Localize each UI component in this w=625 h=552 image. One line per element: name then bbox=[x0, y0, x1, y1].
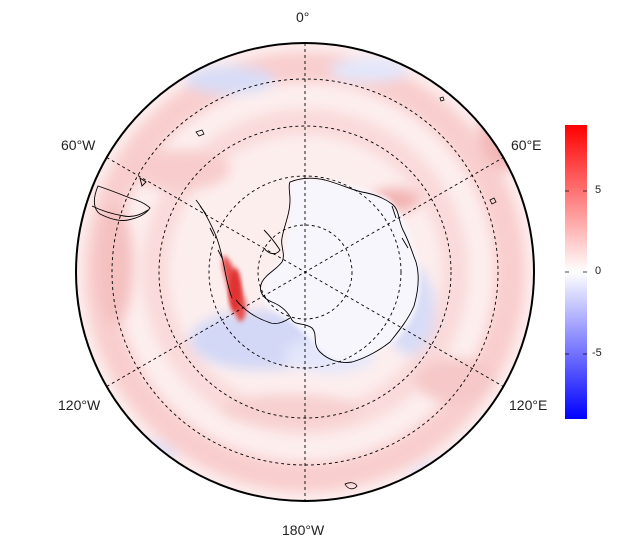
colorbar-tick-5: 5 bbox=[595, 184, 602, 196]
colorbar-tick-neg5: -5 bbox=[592, 347, 602, 359]
longitude-label-180w: 180°W bbox=[282, 522, 325, 538]
colorbar bbox=[565, 125, 587, 419]
longitude-label-60e: 60°E bbox=[511, 137, 542, 153]
colorbar-tick-0: 0 bbox=[595, 265, 602, 277]
map-boundary bbox=[75, 42, 535, 502]
south-america-coastline bbox=[91, 176, 151, 221]
islands bbox=[195, 96, 497, 490]
longitude-label-60w: 60°W bbox=[61, 137, 96, 153]
longitude-label-120w: 120°W bbox=[58, 397, 101, 413]
longitude-label-120e: 120°E bbox=[509, 397, 548, 413]
graticule bbox=[106, 43, 504, 501]
antarctica-coastline bbox=[195, 177, 419, 363]
longitude-label-0: 0° bbox=[296, 9, 310, 25]
